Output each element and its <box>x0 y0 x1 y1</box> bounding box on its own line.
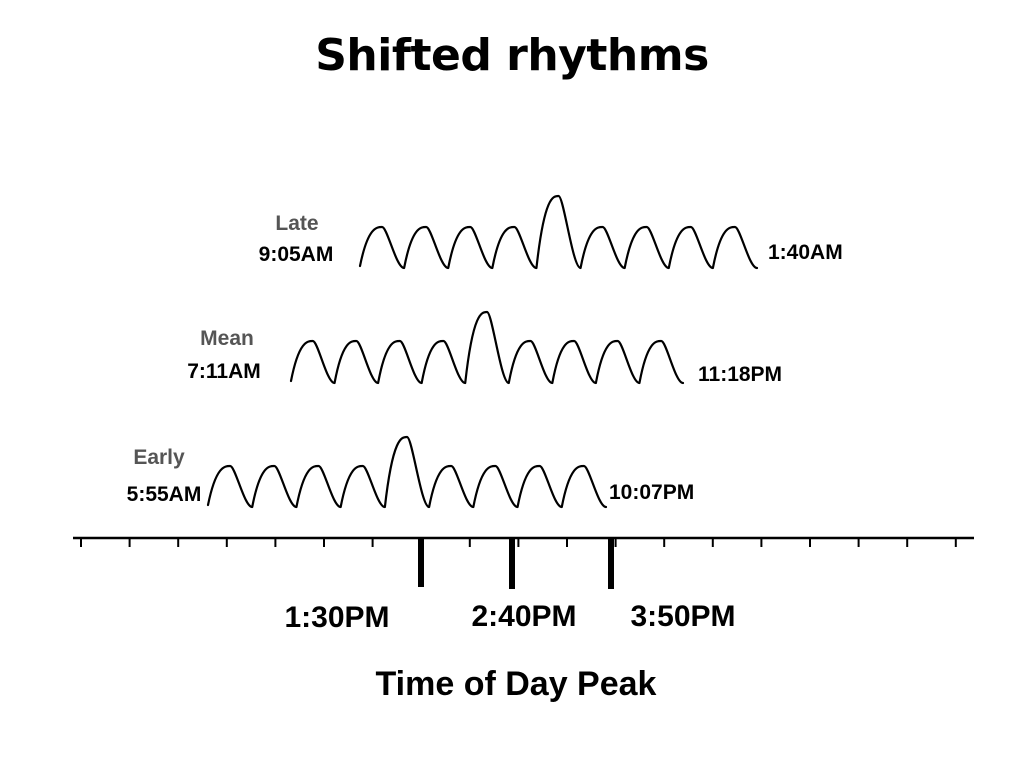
row-mean: Mean 7:11AM 11:18PM <box>187 310 782 386</box>
row-start-early: 5:55AM <box>127 483 202 506</box>
row-late: Late 9:05AM 1:40AM <box>259 194 843 270</box>
row-name-mean: Mean <box>200 327 254 350</box>
row-name-early: Early <box>133 446 185 469</box>
wave-early <box>206 435 608 509</box>
axis-title: Time of Day Peak <box>376 665 657 703</box>
row-start-mean: 7:11AM <box>187 360 261 383</box>
row-end-late: 1:40AM <box>768 241 843 264</box>
time-axis <box>73 536 974 589</box>
peak-label-late: 3:50PM <box>630 600 735 633</box>
peak-label-early: 1:30PM <box>284 601 389 634</box>
row-start-late: 9:05AM <box>259 243 334 266</box>
row-early: Early 5:55AM 10:07PM <box>127 435 694 509</box>
peak-label-mean: 2:40PM <box>471 600 576 633</box>
wave-mean <box>289 310 685 385</box>
wave-late <box>358 194 759 270</box>
row-name-late: Late <box>275 212 318 235</box>
row-end-early: 10:07PM <box>609 481 694 504</box>
axis-ticks <box>80 538 957 547</box>
page-title: Shifted rhythms <box>315 30 709 81</box>
row-end-mean: 11:18PM <box>698 363 782 386</box>
